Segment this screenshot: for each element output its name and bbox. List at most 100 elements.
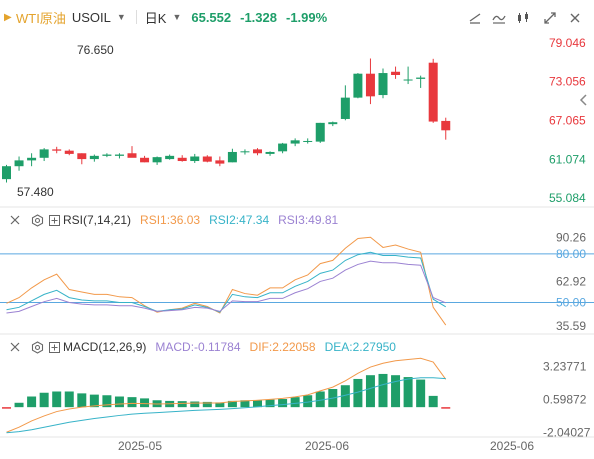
rsi-line-rsi2 xyxy=(6,251,447,313)
compare-icon[interactable] xyxy=(514,9,531,26)
candle-body xyxy=(52,149,62,151)
macd-histogram-bar xyxy=(77,393,87,408)
draw-line-icon[interactable] xyxy=(466,9,483,26)
candle-body xyxy=(441,120,451,131)
candle-body xyxy=(215,160,225,164)
macd-histogram-bar xyxy=(102,395,112,408)
candle-body xyxy=(403,79,413,81)
candle-body xyxy=(353,73,363,98)
candle-body xyxy=(114,154,124,156)
period-chevron-down-icon[interactable]: ▼ xyxy=(172,12,182,22)
low-price-label: 57.480 xyxy=(17,185,54,199)
rsi3-value: RSI3:49.81 xyxy=(278,213,339,227)
macd-histogram-bar xyxy=(14,402,24,408)
macd-histogram-bar xyxy=(2,407,11,409)
price-change: -1.328 xyxy=(240,9,277,25)
macd-histogram-bar xyxy=(303,395,313,408)
macd-histogram-bar xyxy=(403,377,413,408)
macd-histogram-bar xyxy=(378,373,388,408)
indicator-icon[interactable] xyxy=(490,9,507,26)
rsi2-value: RSI2:47.34 xyxy=(209,213,270,227)
macd-histogram-bar xyxy=(177,401,187,408)
candle-body xyxy=(227,151,237,163)
candle-body xyxy=(265,151,275,154)
candle-body xyxy=(202,156,212,162)
macd-histogram-bar xyxy=(215,402,225,408)
macd-line-dif xyxy=(6,357,447,433)
candle-body xyxy=(278,143,288,152)
macd-histogram-bar xyxy=(227,400,237,408)
macd-line-dea xyxy=(6,377,446,434)
candle-body xyxy=(2,166,11,180)
settings-icon[interactable] xyxy=(30,213,44,227)
macd-histogram-bar xyxy=(340,385,350,408)
instrument-header: ▶ WTI原油 USOIL ▼ 日K ▼ 65.552 -1.328 -1.99… xyxy=(0,0,594,34)
macd-axis-label: -2.04027 xyxy=(543,426,591,440)
collapse-panel-icon[interactable] xyxy=(575,90,592,110)
candle-body xyxy=(27,157,37,161)
macd-histogram-bar xyxy=(278,399,288,408)
candle-body xyxy=(365,73,375,97)
expand-indicator-icon[interactable] xyxy=(48,340,60,354)
candle-body xyxy=(240,151,250,153)
dea-value: DEA:2.27950 xyxy=(324,340,396,354)
rsi-label: RSI(7,14,21) xyxy=(63,213,132,227)
macd-histogram-bar xyxy=(127,397,137,408)
rsi-axis-label: 90.26 xyxy=(556,230,586,244)
last-price: 65.552 xyxy=(191,9,232,25)
candle-body xyxy=(64,150,74,154)
price-axis-label: 79.046 xyxy=(549,36,586,50)
macd-histogram-bar xyxy=(416,379,426,408)
macd-histogram-bar xyxy=(428,395,438,408)
chevron-down-icon[interactable]: ▼ xyxy=(116,12,126,22)
macd-histogram-bar xyxy=(253,400,262,408)
expand-arrow-icon[interactable]: ▶ xyxy=(4,11,12,23)
candle-body xyxy=(140,157,150,163)
macd-histogram-bar xyxy=(39,392,49,408)
price-axis-label: 55.084 xyxy=(549,191,586,205)
macd-histogram-bar xyxy=(140,398,150,408)
rsi1-value: RSI1:36.03 xyxy=(140,213,201,227)
macd-histogram-bar xyxy=(265,399,275,408)
expand-indicator-icon[interactable] xyxy=(48,213,60,227)
candle-body xyxy=(77,153,87,160)
dif-value: DIF:2.22058 xyxy=(249,340,316,354)
rsi-header: RSI(7,14,21) RSI1:36.03 RSI2:47.34 RSI3:… xyxy=(0,211,338,229)
candle-body xyxy=(89,155,99,160)
candle-body xyxy=(102,154,112,156)
macd-histogram-bar xyxy=(441,407,451,409)
x-tick-label: 2025-06 xyxy=(490,439,534,453)
close-icon[interactable] xyxy=(566,9,583,26)
candle-body xyxy=(290,140,300,144)
rsi-axis-label: 50.00 xyxy=(556,295,586,309)
macd-axis-label: 3.23771 xyxy=(543,360,587,374)
macd-histogram-bar xyxy=(290,397,300,408)
candle-body xyxy=(315,122,325,142)
fullscreen-icon[interactable] xyxy=(541,9,558,26)
macd-label: MACD(12,26,9) xyxy=(63,340,147,354)
high-price-label: 76.650 xyxy=(77,43,114,57)
price-axis-label: 73.056 xyxy=(549,75,586,89)
rsi-line-rsi3 xyxy=(6,260,446,314)
period-selector[interactable]: 日K xyxy=(144,10,167,26)
symbol-name[interactable]: WTI原油 xyxy=(16,10,66,26)
candle-body xyxy=(152,157,162,163)
candle-body xyxy=(303,140,313,142)
price-change-percent: -1.99% xyxy=(286,9,328,25)
close-indicator-icon[interactable] xyxy=(8,340,22,354)
close-indicator-icon[interactable] xyxy=(8,213,22,227)
candle-body xyxy=(416,77,426,79)
rsi-axis-label: 62.92 xyxy=(556,275,586,289)
candle-body xyxy=(428,62,438,122)
macd-histogram-bar xyxy=(114,396,124,408)
candle-body xyxy=(177,157,187,162)
rsi-axis-label: 35.59 xyxy=(556,319,586,333)
candle-body xyxy=(127,153,137,158)
candle-body xyxy=(378,73,388,96)
settings-icon[interactable] xyxy=(30,340,44,354)
macd-histogram-bar xyxy=(391,375,401,408)
macd-value: MACD:-0.11784 xyxy=(155,340,241,354)
price-axis-label: 61.074 xyxy=(549,152,586,166)
candle-body xyxy=(340,97,350,119)
